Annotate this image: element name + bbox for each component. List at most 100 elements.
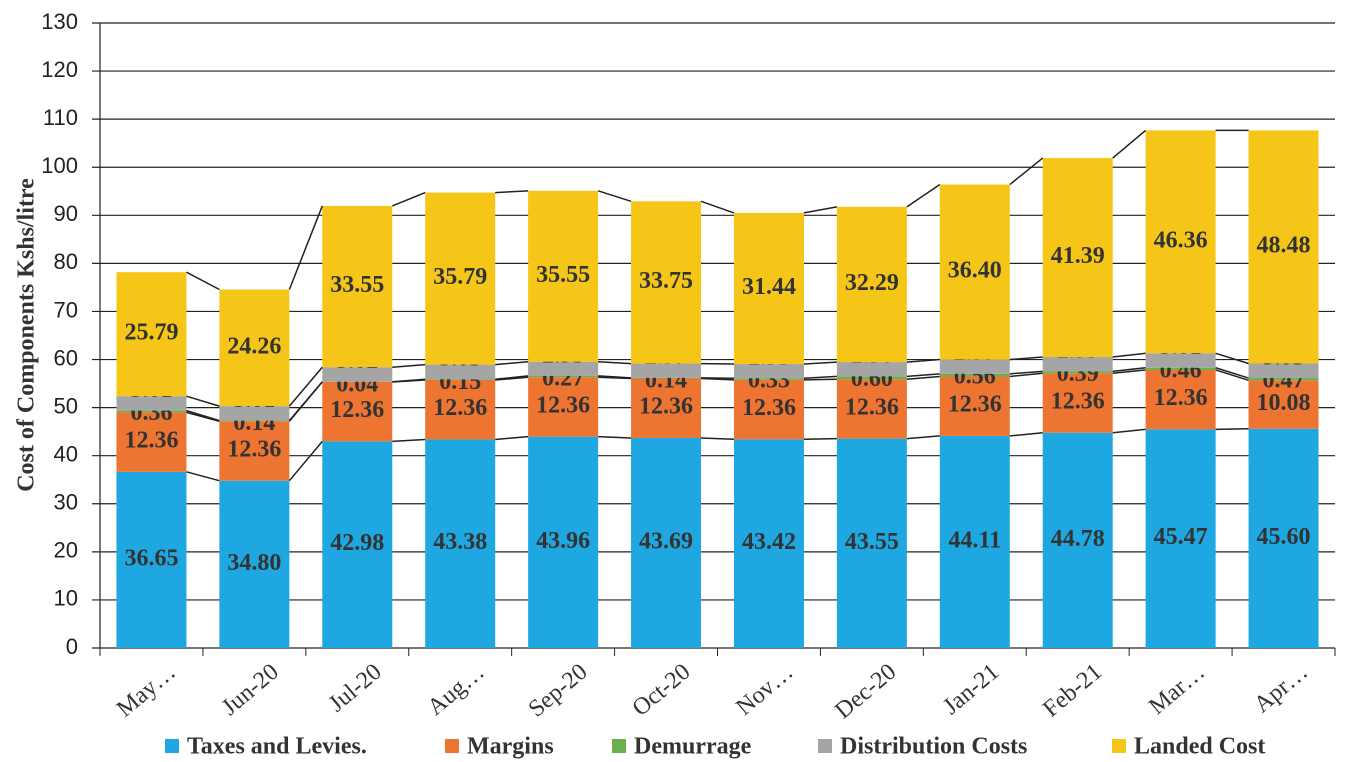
bar-segment xyxy=(1042,432,1113,648)
legend-label: Landed Cost xyxy=(1134,734,1265,760)
legend-swatch xyxy=(165,739,179,753)
bar-segment xyxy=(219,480,290,648)
series-line xyxy=(1009,431,1043,437)
bar-segment xyxy=(528,375,599,378)
bar-segment xyxy=(1145,367,1216,370)
bar-segment xyxy=(528,361,599,376)
series-line xyxy=(1215,367,1249,379)
bar-segment xyxy=(322,381,393,442)
data-label: 31.44 xyxy=(742,274,796,300)
data-label: 12.36 xyxy=(1154,385,1208,411)
series-line xyxy=(1009,356,1043,361)
series-line xyxy=(392,438,426,443)
bar-segment xyxy=(836,379,907,439)
bar-segment xyxy=(219,420,290,422)
series-line xyxy=(598,361,632,365)
bar-segment xyxy=(631,437,702,648)
data-label: 44.11 xyxy=(948,527,1001,553)
y-tick-label: 20 xyxy=(54,538,78,563)
bar-segment xyxy=(1248,378,1319,381)
legend-label: Taxes and Levies. xyxy=(187,734,367,760)
series-line xyxy=(1112,129,1147,159)
series-line xyxy=(288,440,323,482)
y-tick-label: 130 xyxy=(41,9,78,34)
y-tick-label: 100 xyxy=(41,153,78,178)
bar-segment xyxy=(733,439,804,648)
data-label: 35.55 xyxy=(536,262,590,288)
series-line xyxy=(1112,352,1146,358)
x-tick-label: Jan-21 xyxy=(938,659,1004,720)
bar-segment xyxy=(836,206,907,363)
x-tick-label: Aug… xyxy=(423,659,490,721)
data-label: 12.36 xyxy=(639,394,693,420)
bar-segment xyxy=(322,205,393,368)
y-tick-label: 110 xyxy=(43,105,78,130)
y-tick-label: 80 xyxy=(54,249,78,274)
data-label: 43.55 xyxy=(845,529,899,555)
series-line xyxy=(288,205,323,290)
series-line xyxy=(1215,352,1249,365)
series-line xyxy=(1009,157,1044,186)
data-label: 34.80 xyxy=(227,550,281,576)
data-label: 45.47 xyxy=(1154,524,1208,550)
data-label: 12.36 xyxy=(536,392,590,418)
series-line xyxy=(803,437,837,440)
x-tick-label: Dec-20 xyxy=(830,659,901,724)
series-line xyxy=(392,191,426,207)
legend-swatch xyxy=(612,739,626,753)
data-label: 12.36 xyxy=(227,436,281,462)
data-label: 43.42 xyxy=(742,529,796,555)
bar-segment xyxy=(1145,353,1216,368)
series-line xyxy=(495,375,529,381)
data-label: 46.36 xyxy=(1154,227,1208,253)
bar-segment xyxy=(425,364,496,380)
series-line xyxy=(495,361,529,366)
bar-segment xyxy=(1248,428,1319,648)
series-line xyxy=(1112,428,1146,434)
data-label: 32.29 xyxy=(845,270,899,296)
bar-segment xyxy=(733,379,804,440)
y-tick-label: 10 xyxy=(54,586,78,611)
series-line xyxy=(906,183,941,208)
legend-label: Distribution Costs xyxy=(840,734,1027,760)
series-line xyxy=(597,190,632,203)
data-label: 12.36 xyxy=(742,395,796,421)
series-line xyxy=(906,358,940,363)
bar-segment xyxy=(425,379,496,381)
data-label: 43.69 xyxy=(639,528,693,554)
data-label: 10.08 xyxy=(1257,390,1311,416)
bar-segment xyxy=(939,435,1010,648)
bar-segment xyxy=(1042,371,1113,374)
bar-segment xyxy=(1248,130,1319,364)
legend-label: Demurrage xyxy=(634,734,752,760)
series-line xyxy=(288,381,323,422)
bar-segment xyxy=(939,376,1010,436)
data-label: 12.36 xyxy=(1051,389,1105,415)
bar-segment xyxy=(116,410,187,413)
data-label: 41.39 xyxy=(1051,243,1105,269)
bar-segment xyxy=(1042,158,1113,358)
series-line xyxy=(186,409,220,422)
x-tick-label: Sep-20 xyxy=(524,659,593,723)
series-line xyxy=(1009,372,1043,378)
bar-segment xyxy=(1042,373,1113,433)
series-line xyxy=(495,190,529,194)
series-line xyxy=(1215,369,1249,382)
x-tick-label: Mar… xyxy=(1144,659,1210,720)
data-label: 12.36 xyxy=(433,395,487,421)
series-line xyxy=(906,375,940,380)
bar-segment xyxy=(1248,363,1319,379)
data-label: 36.65 xyxy=(124,545,178,571)
series-line xyxy=(1112,367,1146,373)
legend-swatch xyxy=(818,739,832,753)
data-label: 48.48 xyxy=(1257,232,1311,258)
y-tick-label: 70 xyxy=(54,297,78,322)
series-line xyxy=(1009,370,1043,375)
series-line xyxy=(598,435,632,439)
bar-segment xyxy=(631,363,702,378)
series-line xyxy=(186,395,220,407)
bar-segment xyxy=(219,406,290,421)
series-line xyxy=(1215,428,1249,431)
bar-segment xyxy=(219,289,290,407)
y-tick-label: 60 xyxy=(54,345,78,370)
